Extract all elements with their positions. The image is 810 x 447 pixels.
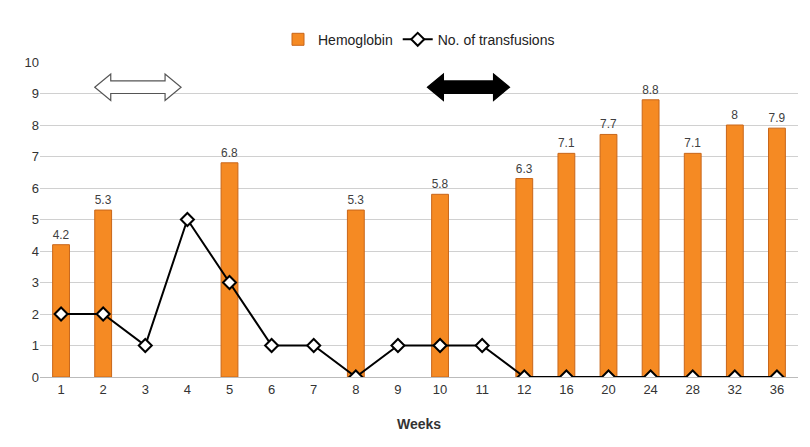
svg-text:7.9: 7.9 bbox=[769, 111, 786, 125]
svg-text:20: 20 bbox=[601, 382, 615, 397]
svg-text:5: 5 bbox=[32, 212, 39, 227]
svg-text:5.8: 5.8 bbox=[432, 177, 449, 191]
svg-text:12: 12 bbox=[517, 382, 531, 397]
svg-text:5.3: 5.3 bbox=[95, 193, 112, 207]
svg-text:3: 3 bbox=[142, 382, 149, 397]
svg-text:16: 16 bbox=[559, 382, 573, 397]
svg-text:6: 6 bbox=[268, 382, 275, 397]
svg-text:7.7: 7.7 bbox=[600, 117, 617, 131]
svg-text:10: 10 bbox=[433, 382, 447, 397]
svg-text:7.1: 7.1 bbox=[684, 136, 701, 150]
svg-text:8: 8 bbox=[32, 118, 39, 133]
svg-text:No. of transfusions: No. of transfusions bbox=[438, 32, 555, 48]
svg-text:0: 0 bbox=[32, 370, 39, 385]
svg-text:6.8: 6.8 bbox=[221, 146, 238, 160]
svg-text:Weeks: Weeks bbox=[397, 416, 441, 432]
svg-text:36: 36 bbox=[770, 382, 784, 397]
svg-text:7: 7 bbox=[310, 382, 317, 397]
svg-text:5: 5 bbox=[226, 382, 233, 397]
svg-text:4: 4 bbox=[184, 382, 191, 397]
svg-text:24: 24 bbox=[643, 382, 657, 397]
svg-text:5.3: 5.3 bbox=[347, 193, 364, 207]
svg-text:4: 4 bbox=[32, 244, 39, 259]
svg-text:6: 6 bbox=[32, 181, 39, 196]
svg-text:1: 1 bbox=[57, 382, 64, 397]
svg-text:9: 9 bbox=[32, 86, 39, 101]
svg-text:7: 7 bbox=[32, 149, 39, 164]
svg-text:2: 2 bbox=[100, 382, 107, 397]
svg-text:11: 11 bbox=[475, 382, 489, 397]
svg-text:28: 28 bbox=[685, 382, 699, 397]
svg-text:7.1: 7.1 bbox=[558, 136, 575, 150]
svg-text:8: 8 bbox=[731, 108, 738, 122]
svg-text:8.8: 8.8 bbox=[642, 83, 659, 97]
svg-text:6.3: 6.3 bbox=[516, 162, 533, 176]
svg-text:9: 9 bbox=[394, 382, 401, 397]
svg-text:32: 32 bbox=[728, 382, 742, 397]
svg-text:10: 10 bbox=[25, 55, 39, 70]
svg-text:Hemoglobin: Hemoglobin bbox=[318, 32, 393, 48]
svg-text:2: 2 bbox=[32, 307, 39, 322]
svg-text:4.2: 4.2 bbox=[53, 228, 70, 242]
svg-text:3: 3 bbox=[32, 275, 39, 290]
svg-text:1: 1 bbox=[32, 338, 39, 353]
svg-text:8: 8 bbox=[352, 382, 359, 397]
